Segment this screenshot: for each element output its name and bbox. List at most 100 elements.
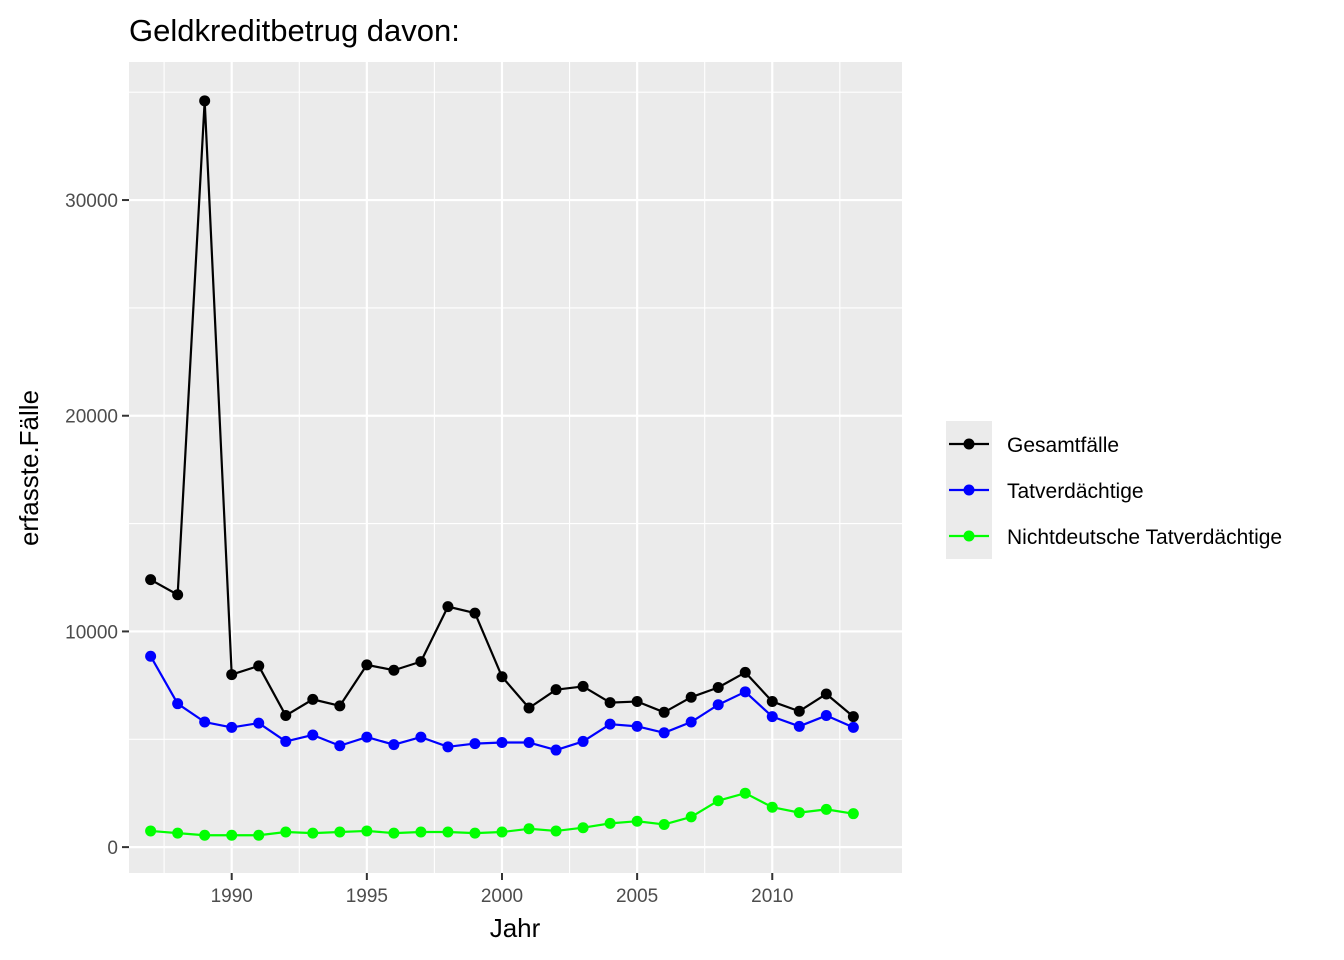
data-point	[577, 822, 589, 834]
data-point	[172, 827, 184, 839]
series-layer	[145, 95, 859, 841]
data-point	[361, 825, 373, 837]
data-point	[253, 829, 265, 841]
data-point	[226, 669, 238, 681]
data-point	[766, 801, 778, 813]
data-point	[604, 817, 616, 829]
data-point	[307, 693, 319, 705]
data-point	[280, 735, 292, 747]
y-axis-title: erfasste.Fälle	[14, 390, 44, 546]
data-point	[226, 829, 238, 841]
data-point	[442, 601, 454, 613]
data-point	[523, 823, 535, 835]
data-point	[604, 718, 616, 730]
data-point	[199, 95, 211, 107]
x-tick-label: 2010	[751, 886, 793, 907]
data-point	[766, 711, 778, 723]
legend-label: Gesamtfälle	[1007, 434, 1119, 457]
data-point	[793, 720, 805, 732]
data-point	[145, 574, 157, 586]
data-point	[739, 666, 751, 678]
data-point	[847, 721, 859, 733]
data-point	[766, 696, 778, 708]
data-point	[334, 826, 346, 838]
data-point	[631, 815, 643, 827]
data-point	[469, 607, 481, 619]
data-point	[793, 705, 805, 717]
data-point	[577, 735, 589, 747]
x-axis-title: Jahr	[490, 913, 541, 943]
legend-label: Nichtdeutsche Tatverdächtige	[1007, 526, 1282, 549]
data-point	[388, 739, 400, 751]
y-tick-label: 20000	[65, 407, 118, 428]
data-point	[415, 731, 427, 743]
data-point	[712, 699, 724, 711]
data-point	[550, 684, 562, 696]
plot-panel	[129, 62, 902, 873]
data-point	[199, 716, 211, 728]
y-axis: 0 10000 20000 30000	[65, 191, 129, 859]
x-axis: 1990 1995 2000 2005 2010	[211, 873, 793, 907]
data-point	[685, 811, 697, 823]
data-point	[793, 807, 805, 819]
data-point	[388, 827, 400, 839]
data-point	[658, 727, 670, 739]
data-point	[847, 808, 859, 820]
data-point	[496, 737, 508, 749]
legend-label: Tatverdächtige	[1007, 480, 1144, 503]
data-point	[442, 741, 454, 753]
data-point	[361, 659, 373, 671]
data-point	[523, 702, 535, 714]
data-point	[658, 818, 670, 830]
data-point	[307, 827, 319, 839]
y-tick-label: 30000	[65, 191, 118, 212]
data-point	[442, 826, 454, 838]
data-point	[280, 826, 292, 838]
data-point	[334, 740, 346, 752]
data-point	[739, 787, 751, 799]
data-point	[469, 827, 481, 839]
data-point	[172, 589, 184, 601]
data-point	[145, 825, 157, 837]
data-point	[361, 731, 373, 743]
series-1	[145, 95, 859, 723]
data-point	[172, 698, 184, 710]
y-tick-label: 10000	[65, 622, 118, 643]
legend-key-point	[963, 530, 975, 542]
legend: Gesamtfälle Tatverdächtige Nichtdeutsche T…	[946, 421, 1282, 559]
data-point	[253, 660, 265, 672]
data-point	[415, 826, 427, 838]
x-tick-label: 1990	[211, 886, 253, 907]
data-point	[604, 697, 616, 709]
data-point	[334, 700, 346, 712]
data-point	[199, 829, 211, 841]
chart-title: Geldkreditbetrug davon:	[129, 13, 460, 48]
data-point	[469, 738, 481, 750]
data-point	[253, 717, 265, 729]
data-point	[550, 744, 562, 756]
data-point	[550, 825, 562, 837]
y-tick-label: 0	[107, 838, 118, 859]
data-point	[523, 737, 535, 749]
data-point	[415, 656, 427, 668]
data-point	[847, 711, 859, 723]
data-point	[307, 729, 319, 741]
data-point	[820, 688, 832, 700]
data-point	[145, 650, 157, 662]
series-2	[145, 650, 859, 756]
data-point	[388, 664, 400, 676]
data-point	[658, 706, 670, 718]
series-3	[145, 787, 859, 841]
legend-key-point	[963, 438, 975, 450]
data-point	[226, 721, 238, 733]
data-point	[685, 716, 697, 728]
data-point	[712, 682, 724, 694]
data-point	[712, 795, 724, 807]
data-point	[739, 686, 751, 698]
x-tick-label: 1995	[346, 886, 388, 907]
data-point	[496, 826, 508, 838]
legend-key-point	[963, 484, 975, 496]
data-point	[685, 691, 697, 703]
data-point	[631, 696, 643, 708]
